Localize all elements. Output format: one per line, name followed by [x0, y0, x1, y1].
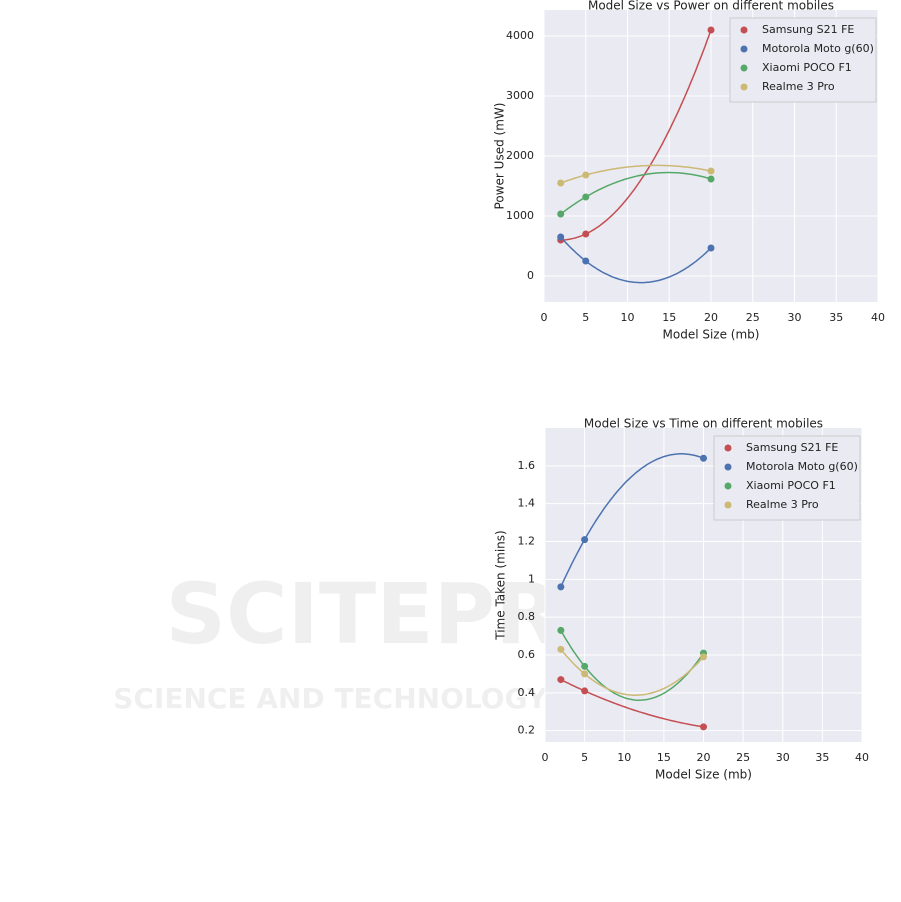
x-tick-label: 25: [736, 751, 750, 764]
y-tick-label: 0.8: [518, 610, 536, 623]
legend-box: [729, 17, 877, 103]
data-point: [707, 244, 715, 252]
data-point: [700, 653, 707, 661]
data-point: [582, 193, 590, 201]
x-tick-label: 5: [581, 751, 588, 764]
y-tick-label: 0: [527, 269, 534, 282]
y-tick-label: 1: [528, 572, 535, 585]
x-tick-label: 15: [662, 311, 676, 324]
x-tick-label: 0: [541, 311, 548, 324]
data-point: [700, 454, 707, 462]
y-axis-label: Time Taken (mins): [494, 530, 508, 640]
x-tick-label: 30: [788, 311, 802, 324]
data-point: [581, 536, 589, 544]
x-tick-label: 35: [815, 751, 829, 764]
data-point: [582, 257, 590, 265]
legend-label: Realme 3 Pro: [762, 80, 835, 93]
legend-label: Xiaomi POCO F1: [762, 61, 852, 74]
y-tick-label: 1.6: [518, 459, 536, 472]
x-tick-label: 15: [657, 751, 671, 764]
legend-label: Realme 3 Pro: [746, 498, 819, 511]
y-tick-label: 3000: [506, 89, 534, 102]
data-point: [707, 175, 715, 183]
x-tick-label: 5: [582, 311, 589, 324]
data-point: [557, 676, 565, 684]
data-point: [557, 645, 565, 653]
x-tick-label: 40: [855, 751, 869, 764]
x-tick-label: 20: [697, 751, 711, 764]
y-tick-label: 0.4: [518, 686, 536, 699]
y-axis-label: Power Used (mW): [493, 103, 507, 210]
x-axis-label: Model Size (mb): [663, 328, 760, 342]
data-point: [707, 26, 715, 34]
legend-marker: [724, 482, 732, 490]
legend-marker: [724, 444, 732, 452]
x-tick-label: 35: [829, 311, 843, 324]
y-tick-label: 0.2: [518, 724, 536, 737]
y-tick-label: 1.4: [518, 497, 536, 510]
y-tick-label: 2000: [506, 149, 534, 162]
legend-box: [713, 435, 861, 521]
data-point: [582, 171, 590, 179]
x-tick-label: 40: [871, 311, 885, 324]
x-tick-label: 10: [621, 311, 635, 324]
data-point: [582, 230, 590, 238]
legend-label: Samsung S21 FE: [746, 441, 838, 454]
data-point: [557, 210, 565, 218]
x-tick-label: 20: [704, 311, 718, 324]
data-point: [557, 179, 565, 187]
legend-marker: [740, 45, 748, 53]
x-axis-label: Model Size (mb): [655, 768, 752, 782]
x-tick-label: 10: [617, 751, 631, 764]
y-tick-label: 1000: [506, 209, 534, 222]
data-point: [581, 670, 589, 678]
legend-marker: [724, 463, 732, 471]
data-point: [557, 626, 565, 634]
legend-label: Samsung S21 FE: [762, 23, 854, 36]
chart-title: Model Size vs Time on different mobiles: [584, 417, 823, 431]
y-tick-label: 0.6: [518, 648, 536, 661]
legend-marker: [724, 501, 732, 509]
data-point: [557, 233, 565, 241]
data-point: [581, 662, 589, 670]
legend-label: Motorola Moto g(60): [746, 460, 858, 473]
legend-label: Xiaomi POCO F1: [746, 479, 836, 492]
y-tick-label: 1.2: [518, 534, 536, 547]
y-tick-label: 4000: [506, 29, 534, 42]
legend-label: Motorola Moto g(60): [762, 42, 874, 55]
chart-title: Model Size vs Power on different mobiles: [588, 0, 834, 13]
data-point: [700, 723, 707, 731]
data-point: [707, 167, 715, 175]
data-point: [581, 687, 589, 695]
x-tick-label: 30: [776, 751, 790, 764]
x-tick-label: 0: [542, 751, 549, 764]
legend-marker: [740, 83, 748, 91]
legend-marker: [740, 26, 748, 34]
data-point: [557, 583, 565, 591]
legend-marker: [740, 64, 748, 72]
x-tick-label: 25: [746, 311, 760, 324]
